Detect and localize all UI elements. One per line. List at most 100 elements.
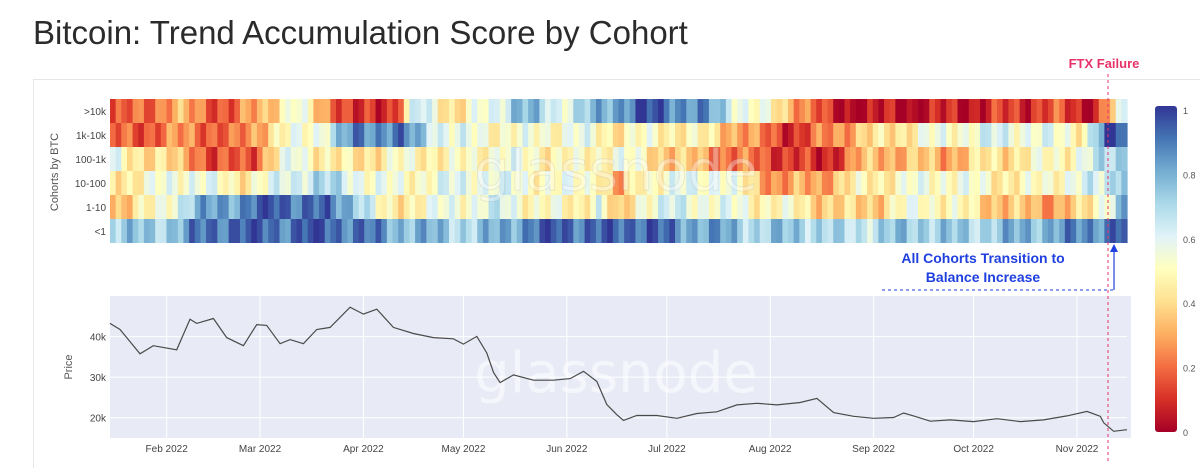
heatmap-cell bbox=[1025, 219, 1032, 243]
heatmap-cell bbox=[833, 195, 840, 219]
heatmap-cell bbox=[861, 219, 868, 243]
heatmap-cell bbox=[449, 99, 456, 123]
heatmap-cell bbox=[748, 195, 755, 219]
heatmap-cell bbox=[352, 123, 360, 147]
price-ytick-label: 20k bbox=[90, 414, 107, 425]
heatmap-cell bbox=[403, 147, 411, 171]
heatmap-cell bbox=[1036, 195, 1043, 219]
heatmap-cell bbox=[810, 99, 817, 123]
heatmap-cell bbox=[878, 123, 885, 147]
heatmap-cell bbox=[398, 99, 405, 123]
heatmap-cell bbox=[1064, 99, 1072, 123]
heatmap-cell bbox=[1030, 147, 1038, 171]
heatmap-cell bbox=[771, 219, 778, 243]
heatmap-cell bbox=[997, 147, 1004, 171]
heatmap-cell bbox=[629, 147, 637, 171]
heatmap-cell bbox=[985, 219, 992, 243]
heatmap-cell bbox=[861, 195, 868, 219]
heatmap-cell bbox=[511, 219, 518, 243]
heatmap-cell bbox=[177, 147, 185, 171]
heatmap-cell bbox=[641, 123, 648, 147]
heatmap-cell bbox=[550, 99, 557, 123]
heatmap-cell bbox=[465, 123, 473, 147]
heatmap-cell bbox=[1019, 219, 1026, 243]
heatmap-cell bbox=[1053, 219, 1060, 243]
heatmap-cell bbox=[1070, 171, 1077, 195]
heatmap-cell bbox=[375, 99, 382, 123]
heatmap-cell bbox=[319, 147, 326, 171]
heatmap-cell bbox=[115, 219, 122, 243]
heatmap-cell bbox=[545, 147, 552, 171]
heatmap-cell bbox=[1076, 123, 1083, 147]
heatmap-cell bbox=[765, 147, 772, 171]
heatmap-cell bbox=[861, 99, 868, 123]
heatmap-cell bbox=[539, 123, 546, 147]
heatmap-cell bbox=[562, 99, 569, 123]
heatmap-cell bbox=[1042, 123, 1049, 147]
heatmap-cell bbox=[251, 99, 258, 123]
heatmap-cell bbox=[680, 171, 687, 195]
heatmap-cell bbox=[1019, 195, 1026, 219]
heatmap-cell bbox=[358, 219, 365, 243]
heatmap-cell bbox=[963, 219, 970, 243]
price-xtick-label: Sep 2022 bbox=[852, 444, 895, 455]
heatmap-cell bbox=[194, 147, 201, 171]
heatmap-cell bbox=[160, 123, 168, 147]
heatmap-cell bbox=[279, 123, 286, 147]
heatmap-cell bbox=[635, 195, 642, 219]
heatmap-cell bbox=[618, 219, 625, 243]
heatmap-cell bbox=[720, 219, 727, 243]
heatmap-cell bbox=[420, 99, 427, 123]
heatmap-cell bbox=[562, 171, 569, 195]
heatmap-cell bbox=[951, 99, 959, 123]
heatmap-cell bbox=[522, 123, 529, 147]
heatmap-cell bbox=[285, 99, 292, 123]
heatmap-cell bbox=[720, 147, 727, 171]
heatmap-cell bbox=[477, 195, 484, 219]
price-ylabel: Price bbox=[63, 354, 75, 379]
heatmap-cell bbox=[1070, 147, 1077, 171]
colorbar-tick-label: 1 bbox=[1183, 106, 1188, 116]
heatmap-cell bbox=[454, 123, 461, 147]
heatmap-cell bbox=[369, 195, 377, 219]
heatmap-cell bbox=[934, 195, 942, 219]
heatmap-cell bbox=[307, 123, 314, 147]
heatmap-cell bbox=[415, 123, 422, 147]
heatmap-cell bbox=[799, 219, 806, 243]
heatmap-cell bbox=[488, 99, 495, 123]
heatmap-cell bbox=[782, 123, 789, 147]
heatmap-cell bbox=[957, 219, 964, 243]
heatmap-cell bbox=[477, 171, 484, 195]
heatmap-cell bbox=[420, 219, 427, 243]
heatmap-cell bbox=[251, 147, 258, 171]
heatmap-cell bbox=[211, 219, 218, 243]
heatmap-cell bbox=[505, 99, 512, 123]
heatmap-cell bbox=[1047, 123, 1055, 147]
heatmap-cell bbox=[804, 219, 812, 243]
heatmap-cell bbox=[1042, 147, 1049, 171]
heatmap-cell bbox=[471, 219, 478, 243]
heatmap-cell bbox=[1064, 195, 1072, 219]
heatmap-cell bbox=[946, 195, 953, 219]
heatmap-cell bbox=[1002, 123, 1009, 147]
heatmap-cell bbox=[573, 123, 580, 147]
heatmap-cell bbox=[997, 123, 1004, 147]
heatmap-cell bbox=[697, 171, 704, 195]
heatmap-cell bbox=[759, 219, 766, 243]
heatmap-cell bbox=[121, 195, 128, 219]
heatmap-cell bbox=[686, 195, 693, 219]
heatmap-cell bbox=[646, 171, 653, 195]
heatmap-cell bbox=[183, 219, 190, 243]
heatmap-cell bbox=[511, 123, 518, 147]
heatmap-cell bbox=[810, 123, 817, 147]
heatmap-cell bbox=[443, 219, 450, 243]
heatmap-cell bbox=[415, 99, 422, 123]
heatmap-cell bbox=[494, 195, 501, 219]
heatmap-cell bbox=[578, 219, 586, 243]
heatmap-cell bbox=[731, 195, 738, 219]
heatmap-cell bbox=[307, 99, 314, 123]
heatmap-cell bbox=[522, 219, 529, 243]
heatmap-cell bbox=[115, 123, 122, 147]
heatmap-cell bbox=[697, 123, 704, 147]
heatmap-cell bbox=[929, 195, 936, 219]
